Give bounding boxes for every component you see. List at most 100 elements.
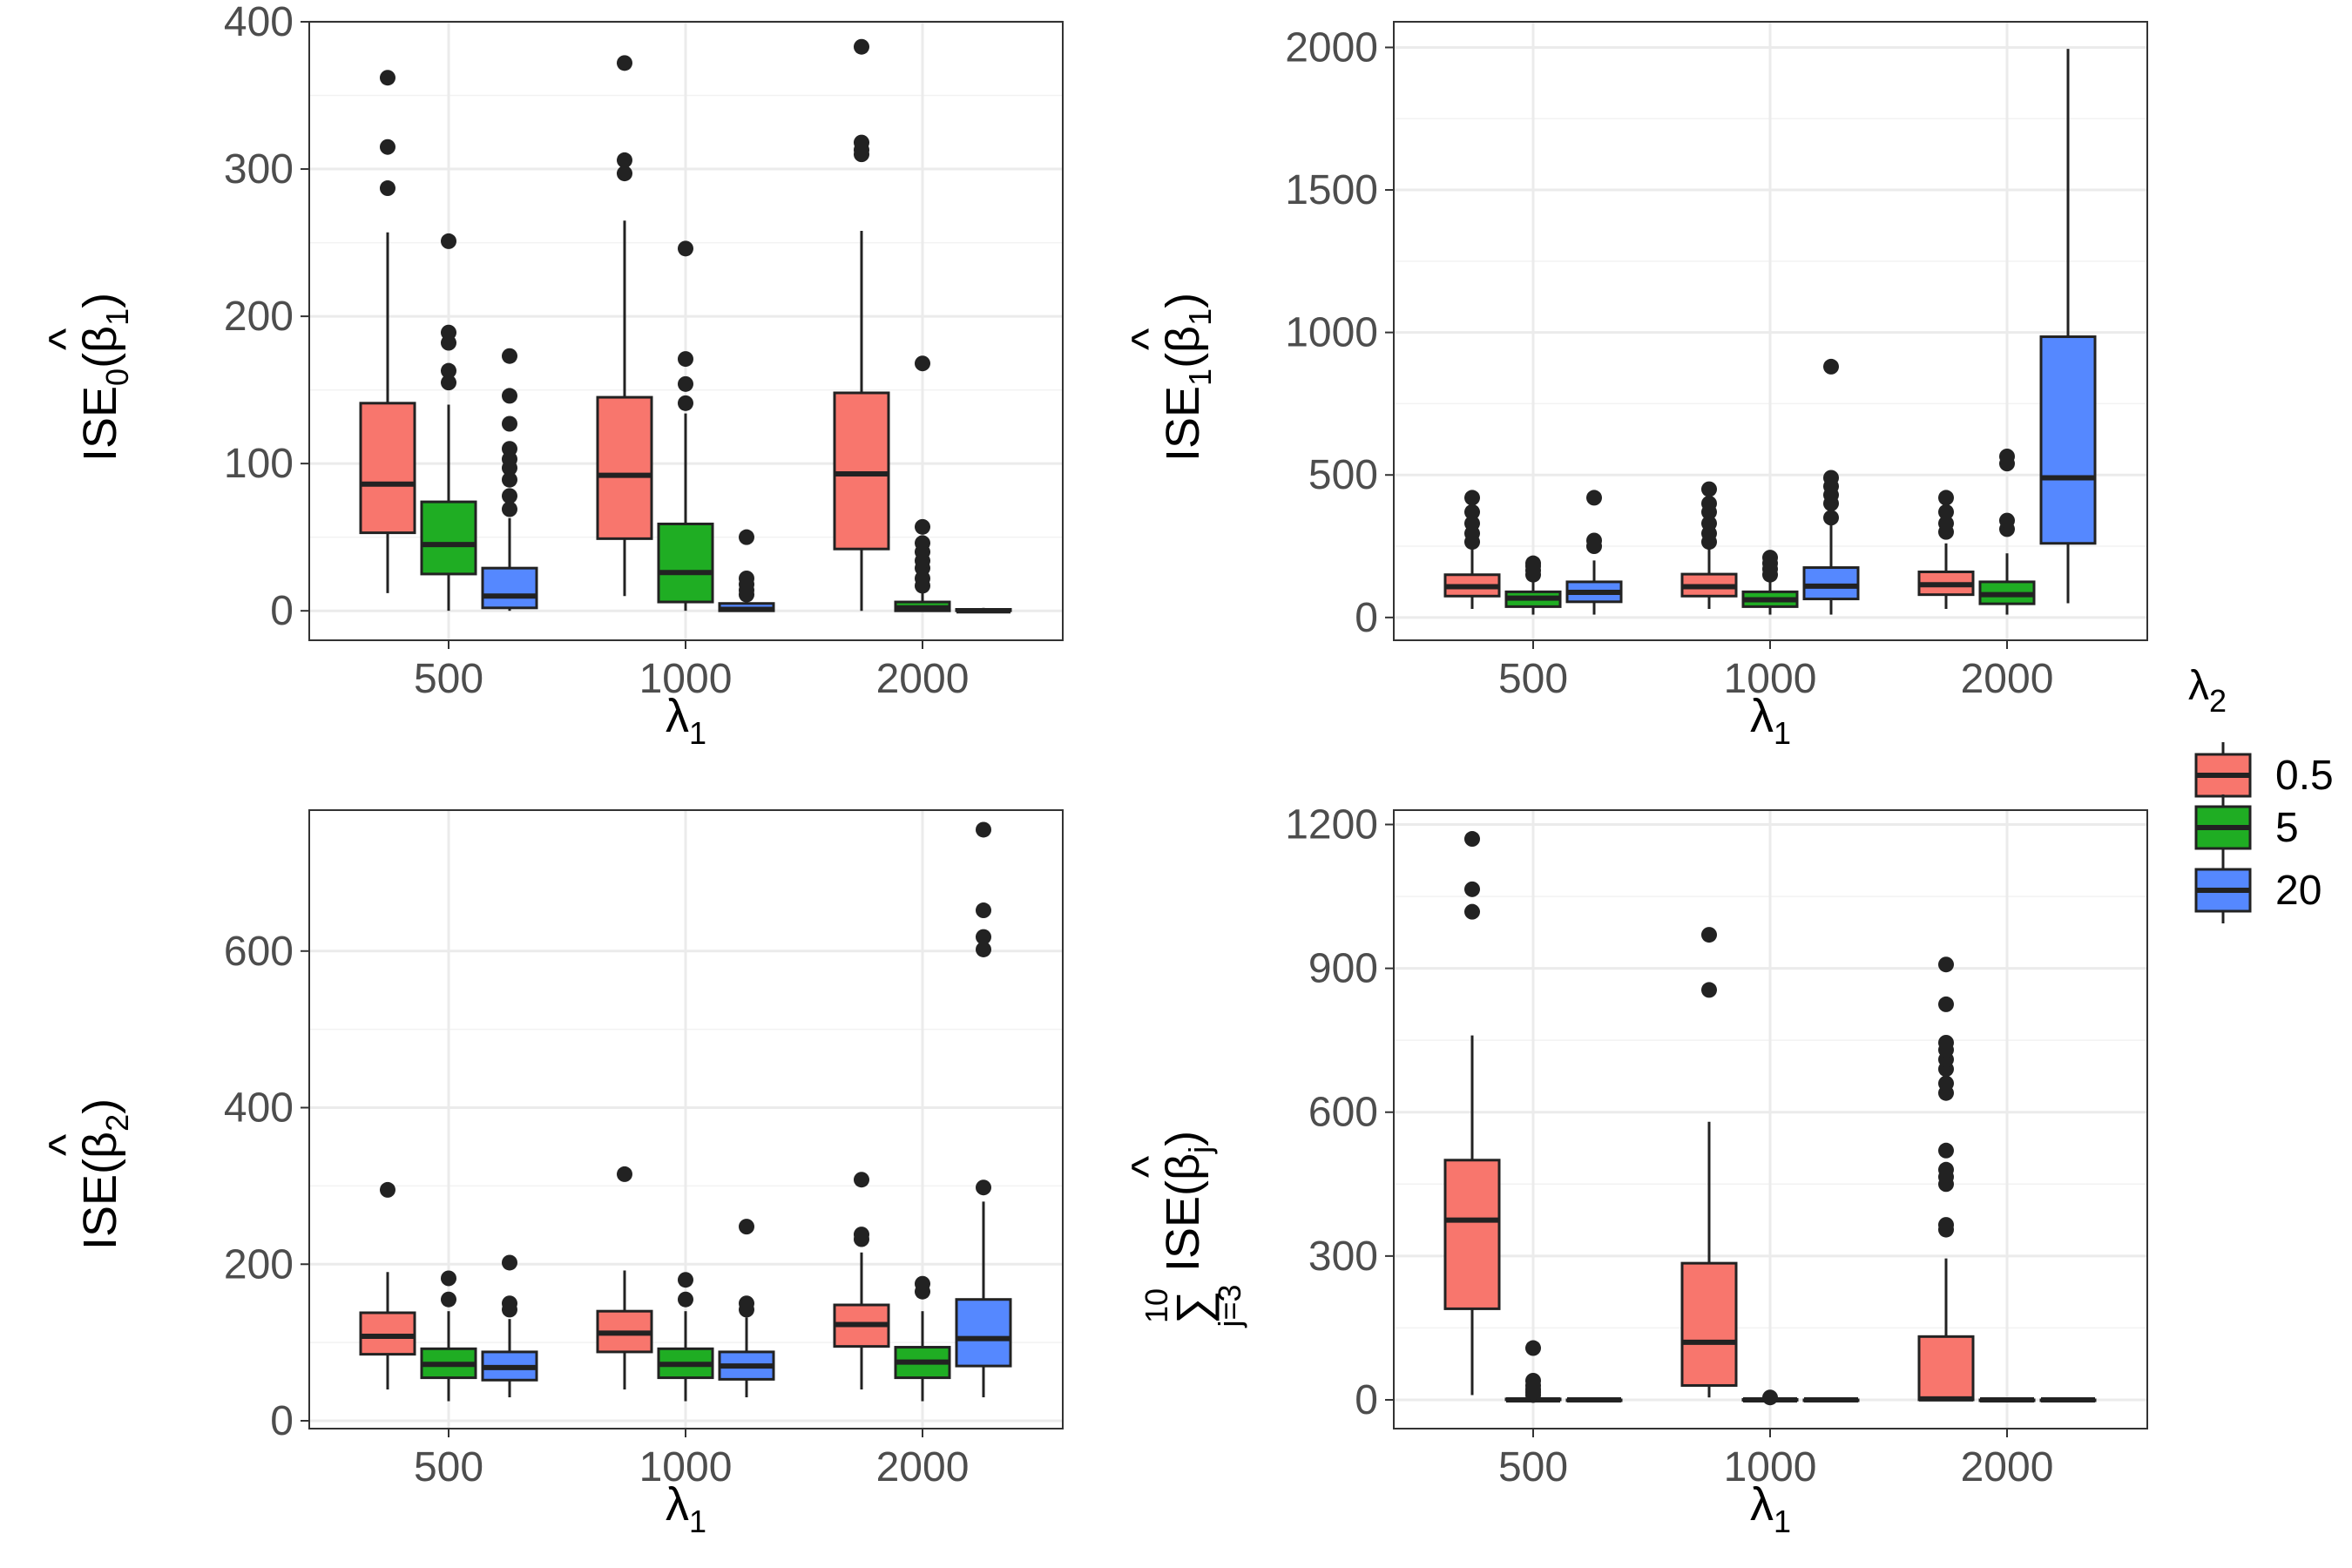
outlier-point: [1586, 490, 1602, 506]
box-20-1000: [1802, 358, 1860, 615]
y-tick-label: 300: [1308, 1233, 1378, 1280]
box-5-2000: [894, 355, 951, 612]
hat-accent: ^: [1122, 1155, 1174, 1178]
outlier-point: [678, 1291, 693, 1308]
y-tick-label: 600: [1308, 1090, 1378, 1136]
box-5-2000: [894, 1275, 951, 1402]
box-0.5-500: [359, 70, 416, 593]
box-20-500: [481, 1254, 538, 1398]
panel-2: 0 500 1000 1500 2000 500 1000 2000 λ1 ISE1(β1)^: [1122, 21, 2148, 751]
box-iqr: [359, 1311, 416, 1356]
box-iqr: [955, 1298, 1012, 1368]
outlier-point: [1938, 1142, 1954, 1159]
box-0.5-1000: [1680, 481, 1738, 610]
box-20-1000: [718, 1219, 775, 1398]
outlier-point: [1464, 504, 1480, 520]
outlier-point: [1464, 831, 1480, 848]
box-0.5-1000: [596, 55, 653, 597]
panel-3: 0 200 400 600 500 1000 2000 λ1 ISE(β2)^: [39, 809, 1064, 1539]
y-axis-label-text: ISE(βj): [1157, 1131, 1218, 1272]
box-iqr: [657, 522, 714, 604]
x-axis-label: λ1: [666, 1478, 706, 1539]
outlier-point: [678, 351, 693, 368]
outlier-point: [1938, 515, 1954, 531]
legend-key-0.5: 0.5: [2194, 742, 2334, 808]
outlier-point: [441, 375, 456, 391]
outlier-point: [1464, 490, 1480, 506]
y-tick-label: 500: [1308, 452, 1378, 498]
y-tick-label: 1200: [1285, 802, 1378, 848]
outlier-point: [1762, 1389, 1778, 1406]
outlier-point: [502, 441, 517, 457]
box-20-500: [1565, 490, 1623, 615]
box-5-1000: [1741, 550, 1799, 615]
box-5-500: [1504, 1340, 1562, 1403]
box-iqr: [359, 402, 416, 535]
outlier-point: [854, 134, 869, 151]
box-20-500: [1565, 1396, 1623, 1402]
outlier-point: [1938, 996, 1954, 1012]
box-iqr: [1443, 1159, 1501, 1310]
box-iqr: [596, 395, 653, 540]
box-iqr: [833, 391, 890, 551]
box-iqr: [1802, 566, 1860, 601]
outlier-point: [854, 1227, 869, 1243]
x-axis-label: λ1: [1750, 690, 1791, 751]
outlier-point: [1823, 510, 1839, 526]
outlier-point: [1701, 495, 1717, 511]
outlier-point: [976, 821, 991, 838]
y-axis-label: 10∑j=3 ISE(βj)^: [1122, 1131, 1247, 1328]
outlier-point: [739, 529, 754, 545]
outlier-point: [1701, 481, 1717, 497]
y-tick-label: 2000: [1285, 24, 1378, 71]
outlier-point: [915, 535, 930, 551]
outlier-point: [739, 1295, 754, 1312]
outlier-point: [678, 1272, 693, 1288]
outlier-point: [915, 355, 930, 372]
outlier-point: [1938, 1075, 1954, 1092]
box-iqr: [2039, 335, 2097, 545]
y-axis-label-text: ISE0(β1): [74, 293, 135, 462]
outlier-point: [1938, 956, 1954, 973]
legend-label-0.5: 0.5: [2275, 753, 2334, 799]
outlier-point: [441, 324, 456, 341]
outlier-point: [1701, 982, 1717, 998]
outlier-point: [380, 70, 395, 86]
y-tick-label: 200: [224, 294, 294, 340]
outlier-point: [380, 139, 395, 155]
outlier-point: [502, 1295, 517, 1312]
outlier-point: [1525, 555, 1541, 571]
y-tick-label: 600: [224, 929, 294, 975]
box-0.5-1000: [596, 1166, 653, 1390]
box-iqr: [481, 566, 538, 610]
box-0.5-2000: [1917, 956, 1975, 1402]
outlier-point: [1464, 515, 1480, 531]
box-20-2000: [2039, 1396, 2097, 1402]
box-0.5-2000: [833, 1172, 890, 1390]
outlier-point: [441, 1291, 456, 1308]
outlier-point: [854, 1172, 869, 1188]
box-5-2000: [1978, 1396, 2036, 1402]
panel-4: 0 300 600 900 1200 500 1000 2000 λ1 10∑j=3 ISE(βj)…: [1122, 802, 2148, 1539]
legend: λ2 0.5 5 20: [2188, 663, 2334, 923]
box-20-2000: [955, 821, 1012, 1398]
outlier-point: [380, 180, 395, 197]
hat-accent: ^: [1122, 328, 1174, 350]
y-tick-label: 100: [224, 441, 294, 487]
box-iqr: [1917, 1335, 1975, 1402]
legend-key-20: 20: [2194, 857, 2322, 923]
y-tick-label: 400: [224, 1085, 294, 1132]
outlier-point: [502, 348, 517, 364]
box-0.5-500: [1443, 831, 1501, 1396]
outlier-point: [1938, 504, 1954, 520]
outlier-point: [1762, 550, 1778, 566]
outlier-point: [441, 233, 456, 249]
outlier-point: [502, 416, 517, 432]
outlier-point: [1938, 1217, 1954, 1233]
outlier-point: [502, 488, 517, 504]
x-tick-label: 1000: [639, 1444, 733, 1490]
outlier-point: [739, 571, 754, 586]
x-tick-label: 1000: [639, 656, 733, 702]
outlier-point: [617, 1166, 632, 1182]
